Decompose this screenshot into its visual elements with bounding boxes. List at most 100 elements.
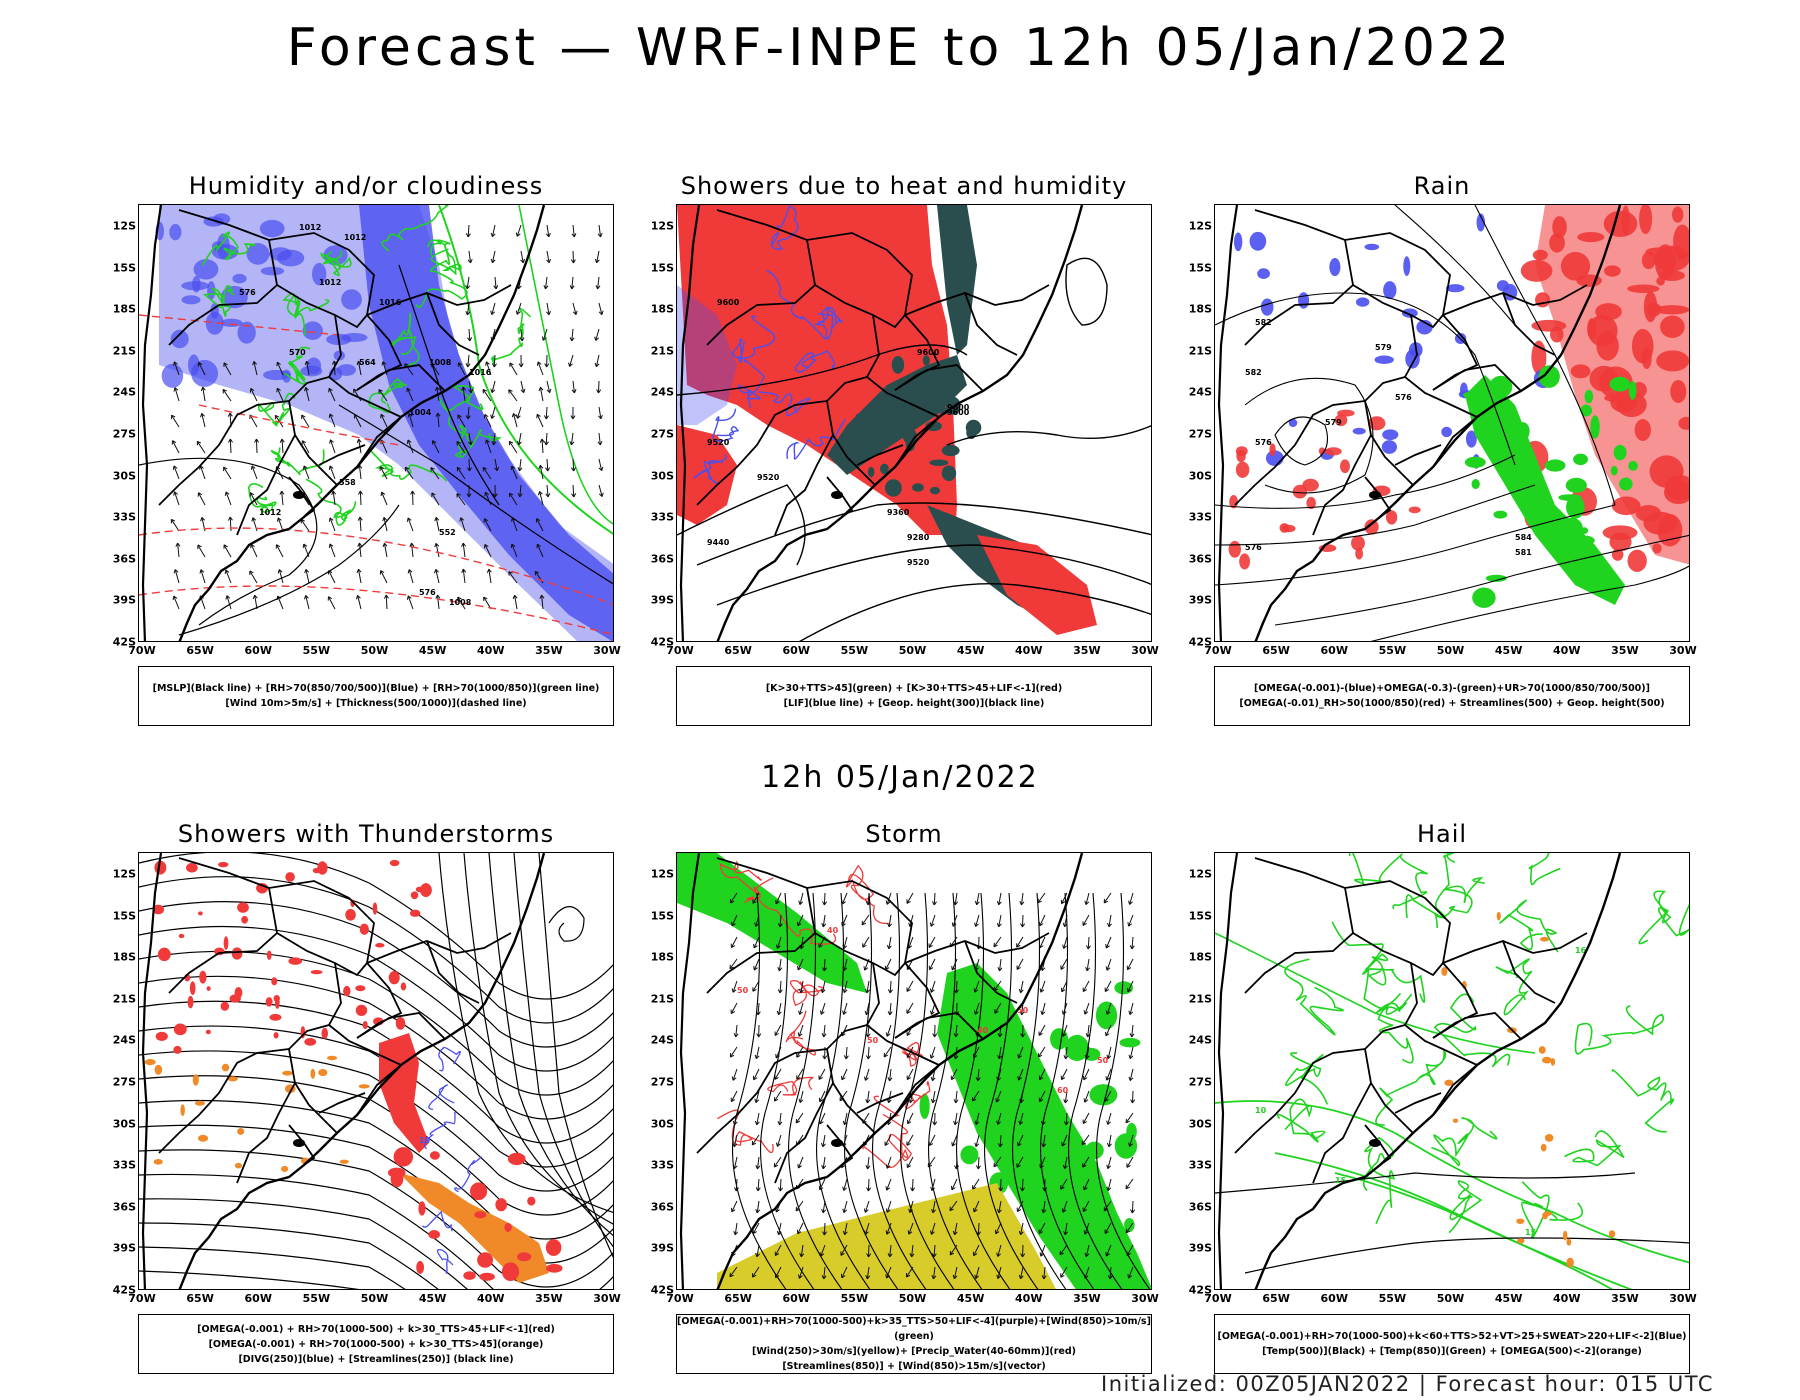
wind-vector	[998, 914, 1002, 927]
shaded-field	[677, 205, 957, 535]
wind-vector-head	[301, 440, 307, 445]
border-line	[1432, 1012, 1522, 1040]
field-blob	[1236, 449, 1246, 463]
wind-vector-head	[730, 1009, 735, 1014]
wind-vector	[300, 519, 310, 532]
wind-vector-head	[1062, 1164, 1068, 1170]
field-blob	[1089, 1084, 1118, 1106]
wind-vector	[598, 432, 601, 445]
wind-vector-head	[733, 1230, 739, 1236]
field-blob	[1516, 422, 1530, 441]
contour-line	[139, 1270, 360, 1289]
longitude-tick-label: 45W	[1494, 1292, 1523, 1305]
wind-vector	[1129, 1002, 1134, 1015]
wind-vector	[932, 1266, 936, 1279]
wind-vector	[998, 1046, 1002, 1059]
wind-vector-head	[1128, 1010, 1134, 1015]
wind-vector	[536, 543, 544, 558]
wind-vector	[1125, 1222, 1134, 1234]
field-blob	[1580, 527, 1589, 534]
field-blob	[507, 1152, 526, 1166]
contour-line	[1521, 1181, 1584, 1239]
field-blob	[1641, 347, 1652, 370]
wind-vector	[456, 467, 466, 480]
wind-vector	[380, 414, 388, 428]
wind-vector-head	[795, 1118, 801, 1124]
wind-vector-head	[173, 569, 179, 574]
field-blob	[246, 243, 270, 265]
wind-vector-head	[842, 1208, 848, 1213]
contour-line	[453, 1156, 483, 1193]
latitude-axis: 12S 15S 18S 21S 24S 27S 30S 33S 36S 39S 42S	[644, 204, 674, 649]
field-blob	[154, 1064, 163, 1075]
wind-vector	[198, 362, 206, 376]
wind-vector-head	[508, 571, 513, 576]
field-blob	[321, 1027, 329, 1039]
wind-vector-head	[1128, 900, 1133, 905]
wind-vector	[1061, 892, 1068, 904]
contour-line	[1284, 958, 1344, 1036]
wind-vector	[200, 569, 206, 584]
contour-line	[368, 378, 407, 414]
contour-label: 564	[359, 358, 376, 367]
contour-line	[1215, 1172, 1636, 1194]
field-blob	[1444, 1079, 1454, 1086]
wind-vector	[223, 466, 232, 480]
wind-vector-head	[223, 362, 228, 367]
shaded-field	[379, 1033, 429, 1153]
field-blob	[415, 886, 425, 893]
field-blob	[155, 1031, 168, 1041]
wind-vector	[467, 406, 470, 419]
legend-line: [OMEGA(-0.001)+RH>70(1000-500)+k>35_TTS>…	[677, 1316, 1151, 1342]
latitude-tick-label: 21S	[112, 992, 136, 1006]
shaded-field	[827, 355, 967, 475]
longitude-tick-label: 70W	[1204, 644, 1232, 657]
wind-vector	[1127, 980, 1134, 993]
wind-vector	[1016, 1156, 1024, 1168]
wind-vector	[488, 569, 492, 584]
wind-vector-head	[1038, 1229, 1043, 1234]
field-blob	[180, 1104, 185, 1117]
wind-vector	[485, 361, 492, 376]
wind-vector-head	[249, 492, 255, 497]
wind-vector-head	[993, 942, 998, 948]
wind-vector-head	[1060, 1075, 1066, 1081]
wind-vector-head	[885, 900, 891, 905]
wind-vector-head	[797, 1164, 802, 1169]
wind-vector	[1038, 1024, 1046, 1036]
wind-vector	[930, 914, 936, 927]
field-blob	[282, 1070, 293, 1076]
wind-vector	[1062, 1200, 1068, 1213]
field-blob	[1587, 318, 1597, 339]
wind-vector-head	[927, 1162, 933, 1168]
longitude-tick-label: 50W	[360, 1292, 389, 1305]
wind-vector-head	[1082, 1207, 1087, 1212]
wind-vector	[867, 1156, 870, 1169]
wind-vector-head	[998, 1187, 1004, 1192]
contour-line	[139, 1099, 613, 1240]
wind-vector	[177, 543, 180, 558]
wind-vector-head	[1017, 1054, 1022, 1059]
wind-vector	[329, 543, 336, 558]
shaded-field	[677, 853, 867, 993]
wind-vector-head	[866, 1187, 872, 1192]
wind-vector-head	[1019, 1098, 1025, 1104]
wind-vector	[885, 958, 892, 970]
wind-vector-head	[733, 1187, 739, 1192]
wind-vector	[249, 492, 258, 506]
contour-line	[1362, 953, 1426, 1003]
wind-vector-head	[483, 414, 489, 419]
wind-vector	[197, 492, 206, 506]
field-blob	[1544, 459, 1566, 472]
field-blob	[273, 1032, 279, 1039]
wind-vector	[1016, 936, 1024, 948]
wind-vector-head	[951, 965, 956, 971]
contour-label: 570	[289, 348, 306, 357]
wind-vector	[864, 1200, 870, 1213]
border-line	[288, 476, 316, 518]
wind-vector	[491, 302, 496, 315]
border-line	[1432, 416, 1478, 468]
wind-vector	[883, 1046, 892, 1058]
wind-vector	[774, 1090, 782, 1102]
wind-vector-head	[994, 1009, 999, 1014]
